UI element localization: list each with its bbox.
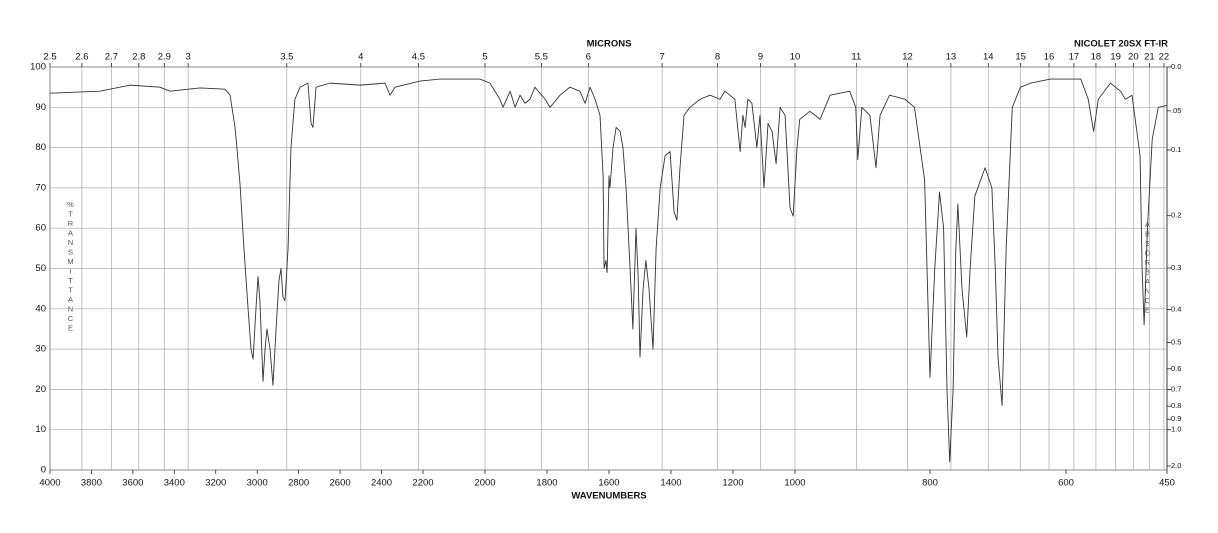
y2-tick-label: 1.0: [1171, 425, 1181, 434]
x2-tick-label: 2.8: [132, 52, 145, 63]
x-tick-label: 3400: [164, 478, 185, 489]
x2-tick-label: 2.6: [75, 52, 88, 63]
x2-tick-label: 15: [1015, 52, 1026, 63]
x2-tick-label: 2.7: [105, 52, 118, 63]
x2-tick-label: 16: [1044, 52, 1055, 63]
y2-tick-label: 2.0: [1171, 461, 1181, 470]
x-tick-label: 1400: [660, 478, 681, 489]
y2-tick-label: 0.4: [1171, 305, 1181, 314]
y2-tick-label: 0.3: [1171, 263, 1181, 272]
y2-tick-label: 0.2: [1171, 211, 1181, 220]
x-tick-label: 3600: [122, 478, 143, 489]
y-tick-label: 60: [35, 223, 46, 234]
x-tick-label: 450: [1159, 478, 1175, 489]
x-tick-label: 2800: [288, 478, 309, 489]
y2-tick-label: 0.0: [1171, 62, 1181, 71]
y2-tick-label: 0.7: [1171, 385, 1181, 394]
x-tick-label: 1000: [784, 478, 805, 489]
x-tick-label: 3200: [205, 478, 226, 489]
y2-tick-label: 0.9: [1171, 414, 1181, 423]
y2-tick-label: 0.5: [1171, 338, 1181, 347]
x2-tick-label: 10: [790, 52, 801, 63]
x-tick-label: 3000: [247, 478, 268, 489]
y-axis-title: %TRANSMITTANCE: [66, 200, 75, 333]
x2-tick-label: 20: [1128, 52, 1139, 63]
x2-axis-title: MICRONS: [587, 39, 632, 50]
y-tick-label: 10: [35, 424, 46, 435]
x2-tick-label: 13: [946, 52, 957, 63]
y-tick-label: 70: [35, 182, 46, 193]
x2-tick-label: 9: [758, 52, 763, 63]
x2-tick-label: 8: [715, 52, 720, 63]
x-tick-label: 1600: [598, 478, 619, 489]
x2-tick-label: 5.5: [535, 52, 548, 63]
x2-tick-label: 11: [851, 52, 861, 63]
x-tick-label: 1800: [536, 478, 557, 489]
x2-tick-label: 19: [1110, 52, 1121, 63]
y2-tick-label: 0.1: [1171, 145, 1181, 154]
y2-tick-label: 0.6: [1171, 364, 1181, 373]
x-tick-label: 2400: [371, 478, 392, 489]
y-tick-label: 90: [35, 102, 46, 113]
x2-tick-label: 21: [1144, 52, 1155, 63]
y-tick-label: 0: [41, 465, 46, 476]
x-tick-label: 4000: [39, 478, 60, 489]
y-tick-label: 40: [35, 303, 46, 314]
x-tick-label: 1200: [722, 478, 743, 489]
x2-tick-label: 3.5: [280, 52, 293, 63]
x-tick-label: 2600: [330, 478, 351, 489]
chart-title: NICOLET 20SX FT-IR: [1074, 39, 1168, 50]
x-tick-label: 2000: [474, 478, 495, 489]
y2-axis-title: ABSORBANCE: [1143, 220, 1152, 315]
x-tick-label: 3800: [81, 478, 102, 489]
x2-tick-label: 4: [358, 52, 363, 63]
x2-tick-label: 14: [983, 52, 994, 63]
y2-tick-label: .05: [1171, 106, 1181, 115]
spectrum-line: [49, 78, 1168, 463]
x-tick-label: 800: [922, 478, 938, 489]
y-tick-label: 20: [35, 384, 46, 395]
x2-tick-label: 18: [1091, 52, 1102, 63]
y-tick-label: 80: [35, 142, 46, 153]
x2-tick-label: 22: [1159, 52, 1170, 63]
x-tick-label: 2200: [412, 478, 433, 489]
x2-tick-label: 17: [1069, 52, 1080, 63]
x2-tick-label: 7: [659, 52, 664, 63]
x2-tick-label: 4.5: [412, 52, 425, 63]
y-tick-label: 30: [35, 344, 46, 355]
x2-tick-label: 6: [586, 52, 591, 63]
y-tick-label: 50: [35, 263, 46, 274]
x2-tick-label: 12: [902, 52, 913, 63]
x-tick-label: 600: [1058, 478, 1074, 489]
y-tick-label: 100: [30, 62, 46, 73]
x2-tick-label: 5: [482, 52, 487, 63]
x2-tick-label: 2.9: [158, 52, 171, 63]
x-axis-title: WAVENUMBERS: [571, 491, 646, 502]
x2-tick-label: 2.5: [43, 52, 56, 63]
y2-tick-label: 0.8: [1171, 401, 1181, 410]
x2-tick-label: 3: [185, 52, 190, 63]
